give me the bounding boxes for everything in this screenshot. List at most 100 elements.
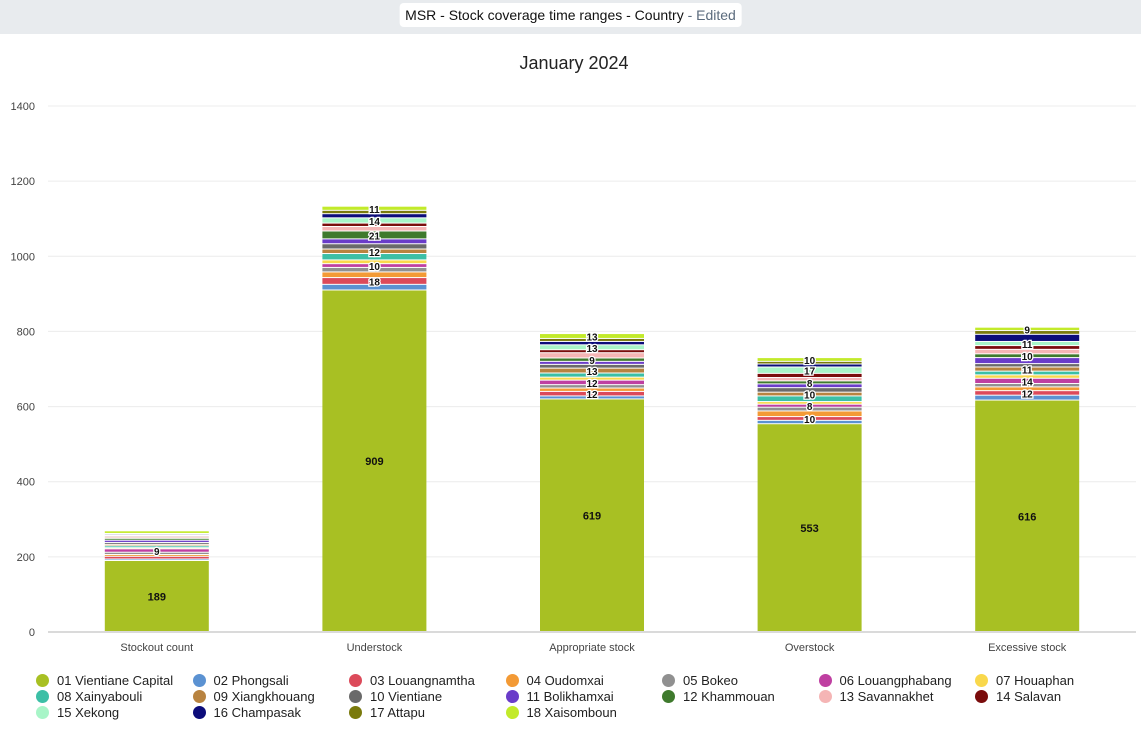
- bar-segment[interactable]: [322, 249, 427, 254]
- bar-segment[interactable]: [104, 556, 209, 559]
- bar-segment[interactable]: [322, 267, 427, 272]
- bar-segment[interactable]: [540, 391, 644, 396]
- legend-item[interactable]: 01 Vientiane Capital: [36, 672, 193, 688]
- bar-segment[interactable]: [975, 371, 1080, 375]
- bar-segment[interactable]: [322, 290, 427, 631]
- legend-item[interactable]: 10 Vientiane: [349, 688, 506, 704]
- legend-item[interactable]: 08 Xainyabouli: [36, 688, 193, 704]
- bar-segment[interactable]: [322, 206, 427, 210]
- bar-segment[interactable]: [540, 396, 644, 399]
- legend-item[interactable]: 14 Salavan: [975, 688, 1132, 704]
- bar-segment[interactable]: [322, 254, 427, 260]
- bar-segment[interactable]: [540, 364, 644, 368]
- bar-segment[interactable]: [975, 341, 1080, 346]
- bar-segment[interactable]: [540, 350, 644, 353]
- bar-segment[interactable]: [757, 358, 862, 361]
- bar-segment[interactable]: [104, 537, 209, 538]
- bar-segment[interactable]: [322, 244, 427, 249]
- bar-segment[interactable]: [975, 354, 1080, 358]
- legend-item[interactable]: 06 Louangphabang: [818, 672, 976, 688]
- legend-item[interactable]: 07 Houaphan: [975, 672, 1132, 688]
- bar-segment[interactable]: [540, 377, 644, 380]
- bar-segment[interactable]: [975, 367, 1080, 371]
- bar-segment[interactable]: [104, 549, 209, 552]
- bar-segment[interactable]: [104, 531, 209, 533]
- bar-segment[interactable]: [757, 417, 862, 420]
- bar-segment[interactable]: [540, 358, 644, 361]
- bar-segment[interactable]: [975, 349, 1080, 354]
- bar-segment[interactable]: [975, 387, 1080, 391]
- bar-segment[interactable]: [540, 338, 644, 341]
- bar-segment[interactable]: [757, 373, 862, 378]
- bar-segment[interactable]: [322, 260, 427, 264]
- bar-segment[interactable]: [322, 226, 427, 231]
- bar-segment[interactable]: [757, 364, 862, 367]
- bar-segment[interactable]: [104, 542, 209, 544]
- bar-segment[interactable]: [975, 395, 1080, 400]
- bar-segment[interactable]: [322, 272, 427, 278]
- bar-segment[interactable]: [104, 554, 209, 556]
- legend-item[interactable]: 18 Xaisomboun: [505, 704, 663, 720]
- legend-item[interactable]: 15 Xekong: [36, 704, 193, 720]
- bar-segment[interactable]: [757, 396, 862, 402]
- bar-segment[interactable]: [540, 380, 644, 385]
- bar-segment[interactable]: [757, 404, 862, 407]
- bar-segment[interactable]: [975, 378, 1080, 384]
- bar-segment[interactable]: [975, 358, 1080, 364]
- bar-segment[interactable]: [757, 402, 862, 404]
- bar-segment[interactable]: [540, 373, 644, 377]
- legend-item[interactable]: 12 Khammouan: [662, 688, 819, 704]
- bar-segment[interactable]: [757, 420, 862, 424]
- bar-segment[interactable]: [322, 239, 427, 244]
- bar-segment[interactable]: [104, 559, 209, 560]
- legend-item[interactable]: 16 Champasak: [192, 704, 350, 720]
- bar-segment[interactable]: [322, 223, 427, 226]
- bar-segment[interactable]: [322, 214, 427, 218]
- legend-item[interactable]: 02 Phongsali: [192, 672, 350, 688]
- legend-item[interactable]: 11 Bolikhamxai: [505, 688, 663, 704]
- bar-segment[interactable]: [757, 407, 862, 411]
- bar-segment[interactable]: [104, 544, 209, 546]
- bar-segment[interactable]: [104, 552, 209, 554]
- bar-segment[interactable]: [104, 540, 209, 542]
- bar-segment[interactable]: [975, 346, 1080, 349]
- bar-segment[interactable]: [104, 560, 209, 631]
- bar-segment[interactable]: [540, 341, 644, 345]
- bar-segment[interactable]: [322, 264, 427, 267]
- bar-segment[interactable]: [975, 327, 1080, 331]
- bar-segment[interactable]: [757, 378, 862, 381]
- bar-segment[interactable]: [975, 334, 1080, 341]
- bar-segment[interactable]: [975, 400, 1080, 631]
- legend-item[interactable]: 17 Attapu: [349, 704, 506, 720]
- legend-item[interactable]: 03 Louangnamtha: [349, 672, 506, 688]
- bar-segment[interactable]: [322, 210, 427, 214]
- bar-segment[interactable]: [322, 278, 427, 284]
- bar-segment[interactable]: [540, 399, 644, 631]
- bar-segment[interactable]: [540, 345, 644, 350]
- legend-item[interactable]: 04 Oudomxai: [505, 672, 663, 688]
- bar-segment[interactable]: [322, 284, 427, 290]
- bar-segment[interactable]: [540, 361, 644, 364]
- bar-segment[interactable]: [540, 334, 644, 338]
- bar-segment[interactable]: [757, 411, 862, 417]
- bar-segment[interactable]: [975, 364, 1080, 367]
- bar-segment[interactable]: [975, 375, 1080, 378]
- bar-segment[interactable]: [757, 367, 862, 373]
- bar-segment[interactable]: [757, 424, 862, 631]
- bar-segment[interactable]: [540, 353, 644, 358]
- bar-segment[interactable]: [540, 388, 644, 391]
- bar-segment[interactable]: [540, 368, 644, 373]
- legend-item[interactable]: 05 Bokeo: [662, 672, 819, 688]
- bar-segment[interactable]: [757, 392, 862, 396]
- legend-item[interactable]: 13 Savannakhet: [818, 688, 976, 704]
- bar-segment[interactable]: [104, 546, 209, 548]
- bar-segment[interactable]: [757, 388, 862, 392]
- bar-segment[interactable]: [104, 538, 209, 540]
- bar-segment[interactable]: [757, 361, 862, 364]
- bar-segment[interactable]: [322, 231, 427, 239]
- bar-segment[interactable]: [540, 385, 644, 388]
- bar-segment[interactable]: [757, 381, 862, 384]
- legend-item[interactable]: 09 Xiangkhouang: [192, 688, 350, 704]
- bar-segment[interactable]: [757, 384, 862, 388]
- bar-segment[interactable]: [975, 391, 1080, 395]
